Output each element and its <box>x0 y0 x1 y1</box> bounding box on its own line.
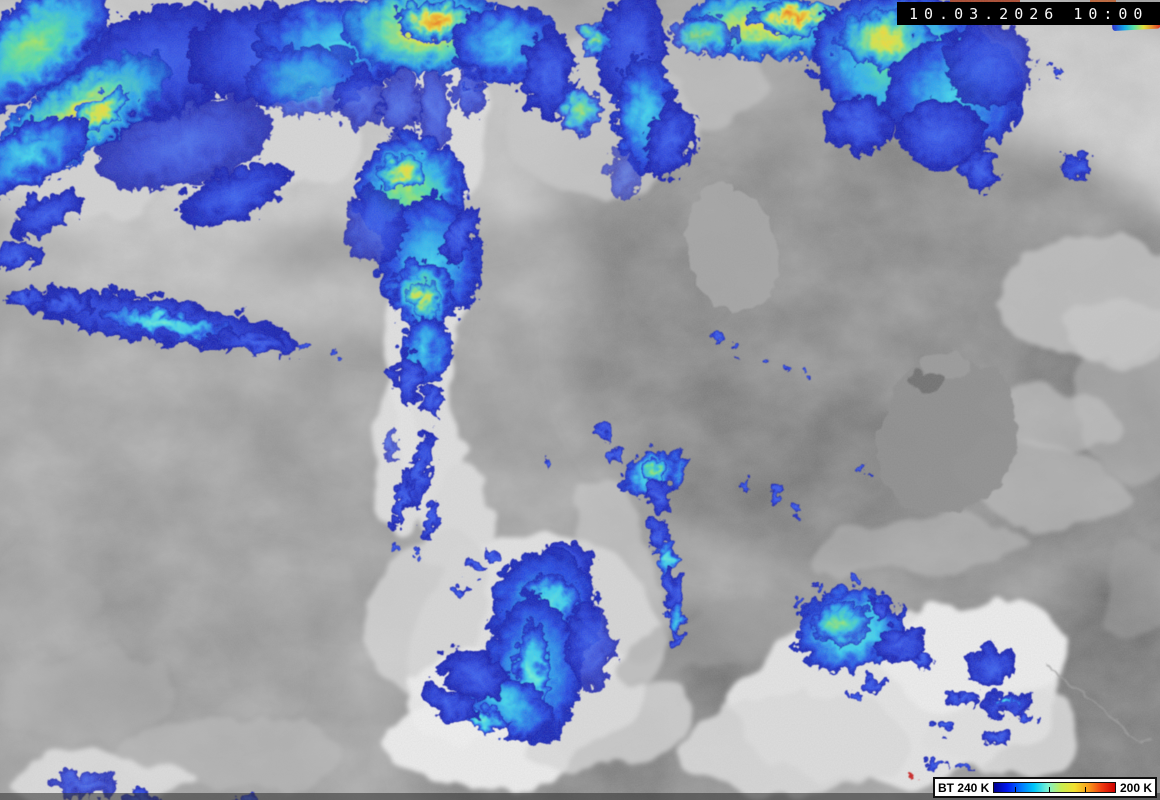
legend: BT 240 K 200 K <box>933 777 1157 798</box>
bottom-edge-shadow <box>0 793 1160 800</box>
legend-tick <box>1085 787 1087 792</box>
legend-min-label: BT 240 K <box>938 780 990 795</box>
legend-tick <box>1049 787 1051 792</box>
timestamp-date: 10.03.2026 <box>909 4 1060 23</box>
legend-max-label: 200 K <box>1119 780 1152 795</box>
timestamp-bar: 10.03.2026 10:00 <box>897 2 1160 25</box>
legend-tick <box>1015 787 1017 792</box>
timestamp-time: 10:00 <box>1073 4 1149 23</box>
legend-colorbar <box>993 782 1116 793</box>
